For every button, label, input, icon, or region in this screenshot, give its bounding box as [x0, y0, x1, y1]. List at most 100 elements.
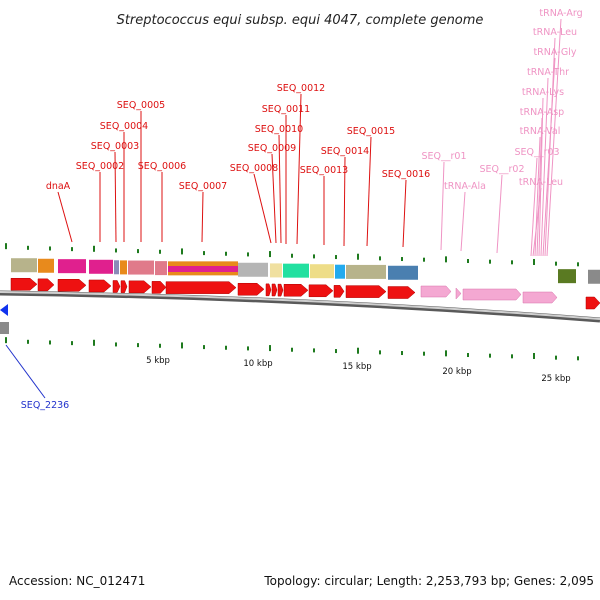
inner-tick — [115, 342, 117, 347]
feature-label: SEQ_0015 — [347, 126, 395, 137]
backbone-arc-dark — [0, 290, 600, 323]
cog-block — [120, 260, 127, 275]
tick-marks — [5, 243, 579, 361]
outer-tick — [93, 245, 95, 252]
outer-tick — [511, 260, 513, 265]
cds-arrow — [265, 283, 272, 297]
cds-arrow — [333, 285, 345, 298]
feature-label: SEQ_0002 — [76, 161, 124, 172]
inner-tick — [49, 340, 51, 345]
outer-tick — [335, 255, 337, 260]
label-leader-line — [540, 77, 549, 257]
cds-arrow — [277, 283, 284, 297]
cog-block — [89, 259, 113, 274]
inner-tick — [181, 342, 183, 349]
cog-block — [283, 263, 309, 278]
outer-tick — [533, 258, 535, 265]
inner-tick — [335, 349, 337, 354]
outer-tick — [401, 257, 403, 262]
feature-label: SEQ_0010 — [255, 124, 303, 135]
feature-label: SEQ_0013 — [300, 165, 348, 176]
cds-arrow — [57, 279, 87, 292]
feature-label: tRNA-Ala — [444, 181, 486, 192]
feature-label: tRNA-Lys — [522, 87, 564, 98]
inner-tick — [291, 347, 293, 352]
feature-label: dnaA — [46, 181, 71, 192]
cds-arrow — [112, 280, 121, 293]
inner-tick — [489, 353, 491, 358]
cog-block — [346, 264, 386, 279]
cog-block — [558, 269, 576, 284]
scale-labels: 5 kbp 10 kbp 15 kbp 20 kbp 25 kbp — [146, 356, 571, 384]
inner-tick — [445, 350, 447, 357]
inner-tick — [423, 351, 425, 356]
rrna-feature — [462, 288, 522, 301]
feature-labels: dnaA SEQ_0002 SEQ_0003 SEQ_0004 SEQ_0005 SEQ_… — [5, 8, 583, 411]
feature-label: SEQ_0011 — [262, 104, 310, 115]
feature-label: SEQ_2236 — [21, 400, 69, 411]
inner-tick — [225, 345, 227, 350]
feature-label: SEQ_0005 — [117, 100, 165, 111]
inner-tick — [203, 345, 205, 350]
cog-block — [335, 264, 345, 279]
label-leader-line — [536, 117, 543, 257]
outer-tick — [269, 251, 271, 258]
trna-cluster — [522, 291, 558, 304]
label-leader-line — [201, 191, 204, 243]
outer-tick — [203, 251, 205, 256]
outer-tick — [467, 259, 469, 264]
rrna-feature — [420, 285, 452, 298]
feature-label: tRNA-Val — [520, 126, 561, 137]
inner-tick — [577, 356, 579, 361]
cds-arrow — [387, 286, 416, 299]
feature-label: tRNA-Asp — [520, 107, 564, 118]
outer-tick — [423, 257, 425, 262]
genome-summary-text: Topology: circular; Length: 2,253,793 bp… — [264, 574, 594, 588]
outer-tick — [379, 256, 381, 261]
inner-tick — [313, 348, 315, 353]
cog-block — [128, 260, 154, 275]
inner-tick — [159, 343, 161, 348]
cog-block — [238, 262, 268, 277]
outer-tick — [181, 248, 183, 255]
label-leader-line — [546, 18, 562, 257]
scale-label: 15 kbp — [342, 362, 371, 372]
cog-block-stripe — [168, 266, 238, 272]
label-leader-line — [532, 187, 542, 257]
inner-tick — [93, 339, 95, 346]
inner-tick — [511, 354, 513, 359]
scale-label: 25 kbp — [541, 374, 570, 384]
cds-arrow — [10, 277, 38, 291]
cog-block — [114, 260, 119, 275]
outer-tick — [489, 259, 491, 264]
map-title: Streptococcus equi subsp. equi 4047, com… — [117, 13, 484, 28]
trna-feature — [455, 287, 462, 300]
inner-tick — [533, 352, 535, 359]
genome-backbone — [0, 290, 600, 323]
feature-label: SEQ__r03 — [514, 147, 559, 158]
outer-tick — [49, 246, 51, 251]
cog-block — [11, 258, 37, 273]
outer-tick — [27, 245, 29, 250]
cds-arrow — [37, 278, 55, 292]
feature-label: SEQ__r02 — [479, 164, 524, 175]
feature-label: SEQ_0008 — [230, 163, 278, 174]
feature-label: tRNA-Arg — [539, 8, 582, 19]
cog-block — [270, 263, 282, 278]
feature-label: tRNA-Thr — [527, 67, 569, 78]
cog-block — [38, 258, 54, 273]
outer-tick — [137, 249, 139, 254]
inner-tick — [269, 345, 271, 352]
label-leader-line — [440, 161, 445, 251]
inner-tick — [555, 355, 557, 360]
inner-tick — [27, 339, 29, 344]
label-leader-line — [5, 344, 46, 399]
cds-arrow — [237, 282, 265, 296]
label-leader-line — [534, 136, 541, 257]
feature-label: SEQ_0012 — [277, 83, 325, 94]
outer-tick — [159, 249, 161, 254]
accession-text: Accession: NC_012471 — [9, 574, 146, 588]
outer-tick — [313, 254, 315, 259]
feature-label: SEQ_0004 — [100, 121, 148, 132]
